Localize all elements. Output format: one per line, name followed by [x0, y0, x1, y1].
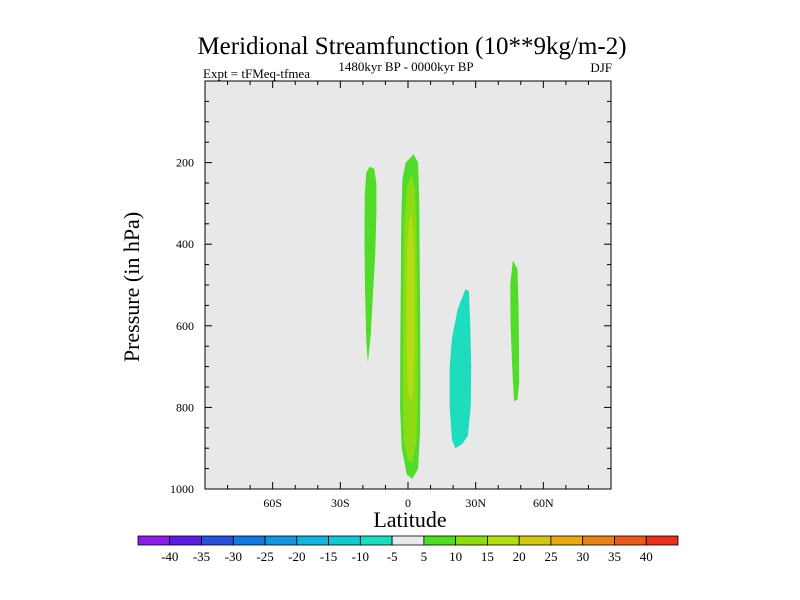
colorbar-label: 30	[576, 549, 589, 564]
colorbar-label: -30	[225, 549, 242, 564]
colorbar-swatch	[423, 535, 457, 546]
season-label: DJF	[590, 60, 612, 75]
y-tick-label: 200	[176, 156, 194, 170]
time-range-label: 1480kyr BP - 0000kyr BP	[338, 59, 473, 74]
contour-fills	[364, 154, 520, 479]
colorbar-label: -5	[387, 549, 398, 564]
y-tick-label: 800	[176, 400, 194, 414]
x-tick-label: 30N	[465, 496, 486, 510]
negative-cell-northern-tropics	[449, 289, 472, 449]
colorbar-label: 10	[449, 549, 462, 564]
colorbar-label: -10	[352, 549, 369, 564]
y-tick-label: 400	[176, 237, 194, 251]
x-tick-label: 30S	[331, 496, 350, 510]
y-tick-label: 1000	[170, 482, 194, 496]
colorbar-label: 15	[481, 549, 494, 564]
x-tick-label: 0	[405, 496, 411, 510]
colorbar-label: 25	[544, 549, 557, 564]
y-axis-title: Pressure (in hPa)	[119, 212, 144, 362]
colorbar-swatch	[137, 535, 171, 546]
colorbar: -40 -35 -30 -25 -20 -15 -10 -5 5 10 15 20 25 30 35 40	[137, 535, 679, 564]
colorbar-label: 5	[421, 549, 428, 564]
colorbar-label: 35	[608, 549, 621, 564]
axis-ticks: 60S 30S 0 30N 60N 200 400 600 800 1000	[170, 81, 611, 510]
x-tick-label: 60S	[263, 496, 282, 510]
colorbar-label: -40	[161, 549, 178, 564]
colorbar-swatch	[582, 535, 615, 546]
colorbar-swatch	[328, 535, 361, 546]
colorbar-swatch	[232, 535, 266, 546]
y-tick-label: 600	[176, 319, 194, 333]
positive-cell-equator-core	[406, 211, 415, 404]
colorbar-swatch	[487, 535, 520, 546]
x-axis-title: Latitude	[373, 507, 446, 532]
positive-cell-southern-tropics	[364, 166, 377, 363]
chart-title: Meridional Streamfunction (10**9kg/m-2)	[197, 33, 626, 60]
colorbar-label: 40	[640, 549, 653, 564]
colorbar-swatch	[201, 535, 234, 546]
colorbar-swatch	[645, 535, 679, 546]
colorbar-swatch	[518, 535, 552, 546]
colorbar-swatch	[614, 535, 647, 546]
colorbar-label: 20	[513, 549, 526, 564]
colorbar-swatch	[391, 535, 425, 546]
experiment-label: Expt = tFMeq-tfmea	[203, 66, 310, 81]
positive-cell-northern-midlatitude	[510, 260, 520, 402]
colorbar-label: -15	[320, 549, 337, 564]
colorbar-swatch	[550, 535, 584, 546]
colorbar-swatch	[264, 535, 298, 546]
colorbar-label: -25	[256, 549, 273, 564]
colorbar-swatch	[359, 535, 393, 546]
colorbar-label: -20	[288, 549, 305, 564]
colorbar-swatch	[169, 535, 202, 546]
colorbar-label: -35	[193, 549, 210, 564]
colorbar-swatch	[455, 535, 488, 546]
colorbar-swatch	[296, 535, 329, 546]
x-tick-label: 60N	[533, 496, 554, 510]
